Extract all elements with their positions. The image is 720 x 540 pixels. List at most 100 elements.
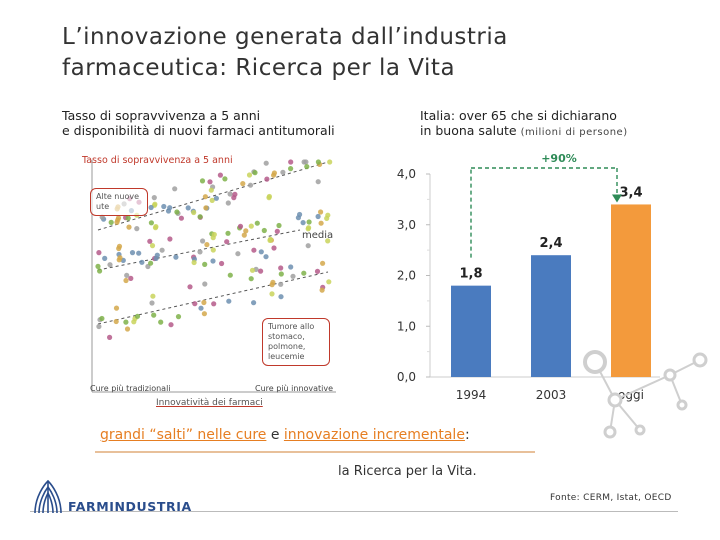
scatter-point: [167, 205, 173, 211]
bottom-connector: e: [266, 427, 284, 443]
scatter-point: [271, 170, 277, 176]
scatter-point: [217, 172, 223, 178]
scatter-point: [203, 205, 209, 211]
scatter-point: [117, 255, 123, 261]
scatter-point: [149, 300, 155, 306]
scatter-point: [153, 224, 159, 230]
scatter-point: [326, 279, 332, 285]
scatter-point: [263, 254, 269, 260]
scatter-point: [197, 214, 203, 220]
scatter-point: [129, 250, 136, 256]
title-line-2: farmaceutica: Ricerca per la Vita: [62, 55, 456, 81]
scatter-xtick-right: Cure più innovative: [255, 384, 334, 393]
scatter-point: [288, 264, 294, 270]
scatter-point: [304, 164, 310, 170]
scatter-point: [191, 259, 197, 266]
scatter-point: [305, 243, 311, 249]
scatter-point: [151, 312, 157, 318]
scatter-point: [300, 220, 306, 226]
scatter-point: [278, 294, 284, 300]
y-tick-label: 1,0: [397, 319, 416, 333]
scatter-point: [113, 305, 120, 311]
scatter-point: [147, 238, 153, 244]
scatter-point: [178, 215, 184, 221]
scatter-point: [95, 263, 101, 269]
scatter-annotation-high: Alte nuove ute: [90, 188, 148, 216]
title-line-1: L’innovazione generata dall’industria: [62, 24, 508, 50]
scatter-point: [314, 268, 321, 274]
trend-line-high: [97, 161, 329, 231]
scatter-xtick-left: Cure più tradizionali: [90, 384, 171, 393]
scatter-point: [158, 319, 164, 325]
scatter-point: [247, 182, 254, 188]
scatter-point: [123, 319, 129, 325]
logo-text: FARMINDUSTRIA: [68, 499, 192, 514]
scatter-point: [210, 258, 216, 264]
scatter-point: [134, 226, 140, 232]
scatter-point: [124, 272, 130, 278]
scatter-point: [243, 228, 249, 234]
scatter-point: [288, 159, 294, 165]
scatter-point: [320, 260, 326, 266]
scatter-point: [161, 203, 167, 210]
scatter-point: [232, 191, 238, 197]
scatter-point: [174, 209, 180, 215]
scatter-point: [96, 323, 102, 330]
scatter-point: [325, 238, 331, 244]
scatter-point: [208, 187, 214, 193]
scatter-point: [175, 314, 182, 320]
scatter-point: [301, 270, 307, 276]
scatter-point: [199, 178, 206, 184]
right-subtitle-line-1: Italia: over 65 che si dichiarano: [420, 108, 617, 123]
scatter-point: [278, 271, 284, 277]
scatter-point: [280, 169, 286, 175]
scatter-xlabel: Innovatività dei farmaci: [156, 398, 263, 408]
scatter-annotation-media: media: [302, 230, 334, 241]
scatter-point: [209, 197, 215, 203]
scatter-point: [263, 160, 269, 166]
bottom-highlight-1: grandi “salti” nelle cure: [100, 427, 267, 443]
scatter-point: [185, 205, 191, 211]
scatter-point: [240, 181, 246, 187]
scatter-point: [274, 228, 280, 234]
scatter-point: [248, 276, 254, 282]
scatter-point: [258, 249, 264, 255]
scatter-point: [115, 215, 122, 221]
scatter-point: [108, 219, 114, 225]
bottom-statement: grandi “salti” nelle cure e innovazione …: [100, 427, 470, 443]
scatter-point: [258, 268, 264, 274]
scatter-point: [113, 318, 119, 325]
scatter-point: [237, 223, 244, 229]
scatter-point: [276, 222, 282, 229]
scatter-point: [201, 299, 207, 306]
scatter-point: [227, 191, 233, 197]
bar-value-label: 1,8: [459, 267, 482, 282]
scatter-point: [227, 272, 233, 278]
scatter-title: Tasso di sopravvivenza a 5 anni: [82, 155, 233, 166]
scatter-point: [211, 301, 217, 307]
slide-title: L’innovazione generata dall’industria fa…: [62, 22, 508, 84]
scatter-point: [107, 334, 113, 340]
right-subtitle-line-2: in buona salute: [420, 123, 517, 138]
scatter-point: [266, 193, 272, 200]
scatter-point: [315, 179, 321, 185]
survival-scatter-chart: [91, 159, 336, 393]
scatter-point: [301, 159, 307, 165]
scatter-point: [148, 220, 154, 226]
scatter-point: [226, 298, 232, 304]
scatter-point: [248, 223, 254, 229]
scatter-point: [290, 273, 296, 279]
scatter-point: [254, 220, 260, 226]
scatter-point: [270, 279, 276, 285]
scatter-annotation-low: Tumore allo stomaco, polmone, leucemie: [262, 318, 330, 366]
scatter-point: [306, 219, 312, 225]
y-tick-label: 0,0: [397, 370, 416, 384]
scatter-point: [149, 243, 156, 249]
y-tick-label: 3,0: [397, 218, 416, 232]
scatter-point: [102, 255, 108, 261]
scatter-point: [297, 211, 303, 218]
scatter-point: [191, 209, 197, 216]
bottom-highlight-2: innovazione incrementale: [283, 427, 465, 443]
scatter-point: [213, 195, 219, 201]
